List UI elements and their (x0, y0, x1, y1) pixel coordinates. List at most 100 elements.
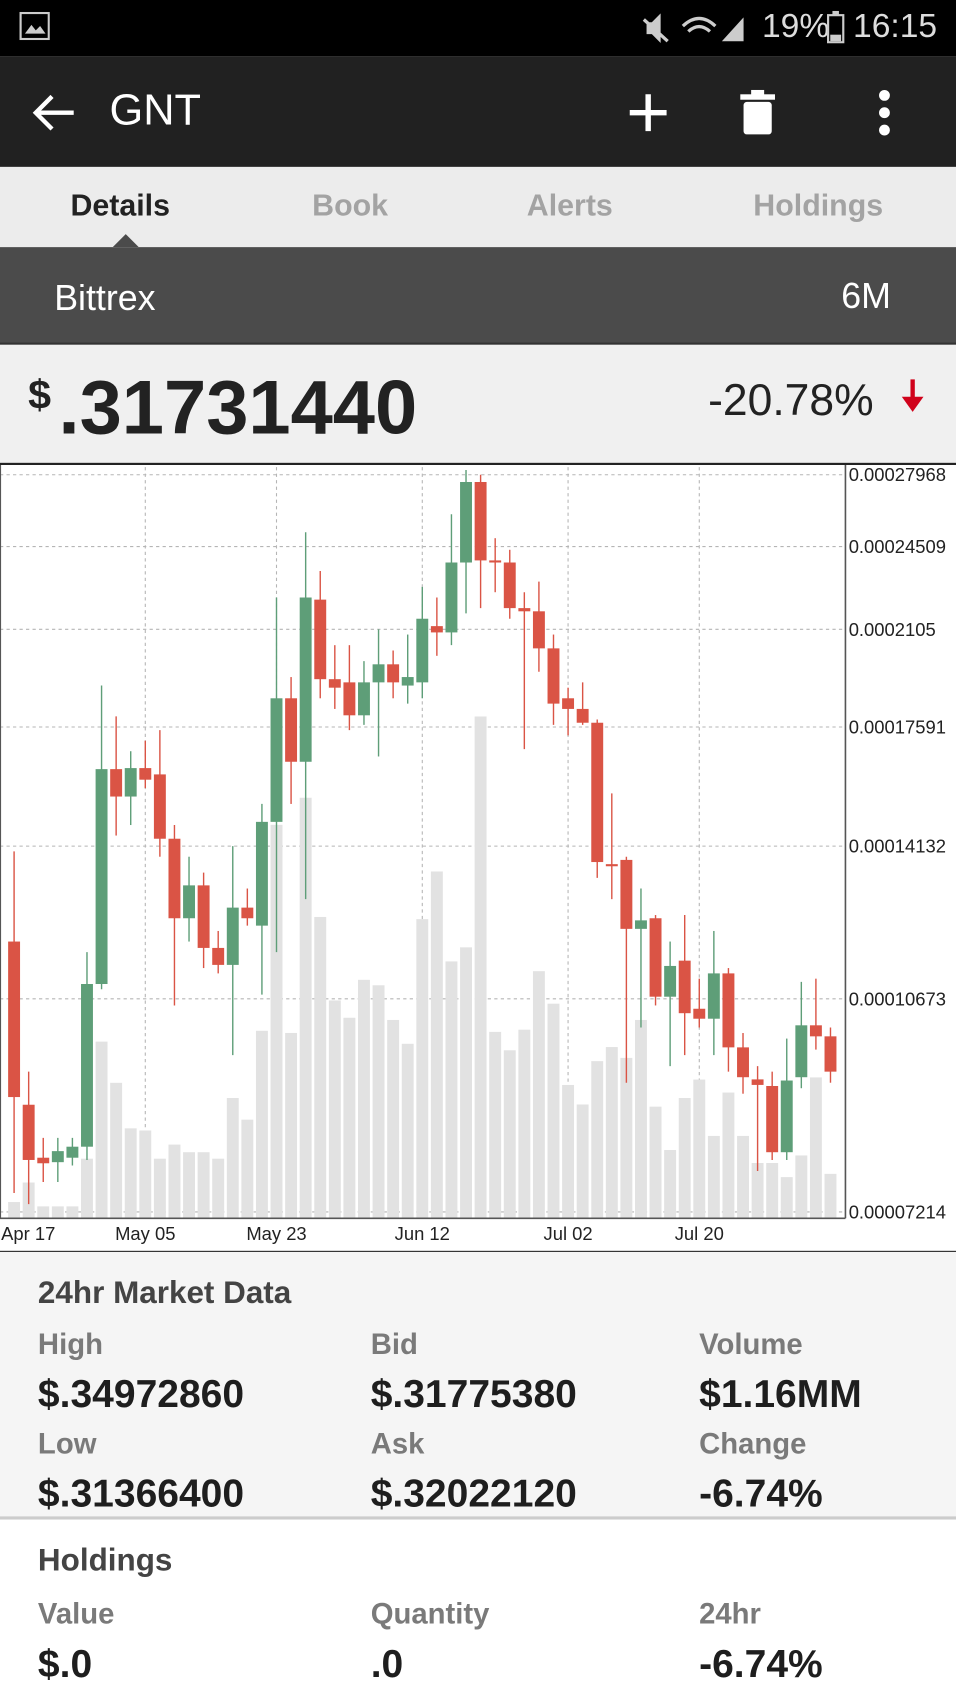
field-label: High (37, 1327, 103, 1361)
volume-bar (430, 871, 443, 1219)
candle-body (737, 1047, 749, 1078)
field-label: 24hr (699, 1597, 761, 1631)
volume-bar (95, 1041, 108, 1219)
delete-button[interactable] (739, 89, 776, 137)
tab-indicator (112, 234, 139, 248)
candle-body (518, 608, 531, 612)
x-tick-label: Jun 12 (395, 1223, 450, 1244)
candle-body (358, 682, 370, 716)
volume-bar (212, 1158, 225, 1219)
volume-bar (226, 1097, 239, 1219)
candle-body (110, 769, 123, 797)
candle-body (620, 859, 633, 929)
x-tick-label: Jul 02 (544, 1223, 593, 1244)
tab[interactable]: Alerts (526, 188, 613, 223)
volume-bar (197, 1152, 210, 1219)
volume-bar (532, 971, 545, 1219)
candle-body (314, 599, 327, 680)
candle-body (183, 885, 195, 919)
field-value: $.31775380 (370, 1371, 577, 1416)
volume-bar (37, 1206, 50, 1219)
volume-bar (51, 1206, 64, 1219)
status-bar: 19% 16:15 (0, 0, 956, 57)
candle-body (51, 1151, 64, 1163)
clock: 16:15 (853, 6, 938, 45)
range-selector[interactable]: 6M (841, 275, 891, 316)
volume-bar (707, 1135, 720, 1219)
volume-bar (474, 716, 487, 1219)
candle-body (8, 941, 21, 1098)
candle-body (664, 965, 677, 997)
section-title: Holdings (37, 1543, 173, 1579)
candle-body (270, 698, 283, 822)
candle-body (95, 769, 108, 985)
y-tick-label: 0.00017591 (849, 716, 946, 737)
volume-bar (168, 1144, 181, 1219)
exchange-name[interactable]: Bittrex (54, 277, 156, 318)
field-label: Bid (370, 1327, 418, 1361)
app-title: GNT (109, 86, 201, 135)
candle-body (751, 1079, 764, 1085)
volume-bar (605, 1047, 618, 1219)
candle-body (532, 611, 545, 649)
candle-body (37, 1157, 50, 1164)
volume-bar (314, 916, 327, 1219)
volume-bar (401, 1043, 414, 1219)
candle-body (401, 677, 414, 686)
candle-body (678, 960, 691, 1014)
candle-body (212, 947, 225, 965)
volume-bar (445, 961, 458, 1219)
volume-bar (358, 979, 370, 1219)
volume-bar (635, 1019, 647, 1219)
tab[interactable]: Details (70, 188, 170, 223)
field-label: Change (699, 1427, 807, 1461)
volume-bar (241, 1119, 254, 1219)
add-button[interactable] (626, 91, 669, 134)
tab[interactable]: Book (312, 188, 389, 223)
candle-body (124, 768, 137, 797)
candle-body (693, 1008, 706, 1019)
volume-bar (678, 1097, 691, 1219)
field-value: $.31366400 (37, 1470, 245, 1516)
currency-symbol: $ (28, 372, 52, 419)
back-button[interactable] (30, 91, 78, 134)
volume-bar (547, 1003, 560, 1219)
candle-body (153, 774, 166, 839)
x-tick-label: May 23 (246, 1223, 306, 1244)
volume-bar (66, 1206, 79, 1219)
candle-body (649, 918, 662, 997)
holdings: Holdings Value $.0 Quantity .0 24hr -6.7… (0, 1519, 956, 1700)
field-value: -6.74% (699, 1470, 823, 1516)
volume-bar (518, 1029, 531, 1219)
volume-bar (270, 824, 283, 1219)
candle-body (460, 481, 472, 563)
menu-button[interactable] (874, 89, 896, 137)
field-label: Quantity (370, 1597, 490, 1631)
y-tick-label: 0.00007214 (849, 1201, 946, 1222)
volume-bar (387, 1019, 400, 1219)
candle-body (562, 698, 575, 709)
candle-body (576, 708, 589, 723)
volume-bar (139, 1130, 152, 1219)
volume-bar (693, 1079, 706, 1219)
candle-body (605, 864, 618, 867)
candle-body (197, 885, 210, 948)
tab[interactable]: Holdings (753, 188, 884, 223)
candle-body (707, 973, 720, 1019)
candle-body (22, 1104, 35, 1160)
candle-body (780, 1080, 793, 1153)
volume-bar (416, 919, 429, 1219)
candle-body (547, 648, 560, 704)
volume-bar (780, 1177, 793, 1219)
field-value: $.0 (37, 1641, 93, 1686)
exchange-bar: Bittrex 6M (0, 247, 956, 343)
volume-bar (649, 1106, 662, 1219)
volume-bar (460, 947, 472, 1219)
price-bar: $ .31731440 -20.78% (0, 342, 956, 465)
battery-icon (827, 10, 845, 44)
field-label: Ask (370, 1427, 425, 1461)
volume-bar (591, 1061, 604, 1219)
candle-body (66, 1146, 79, 1158)
volume-bar (110, 1082, 123, 1219)
field-label: Volume (699, 1327, 803, 1361)
